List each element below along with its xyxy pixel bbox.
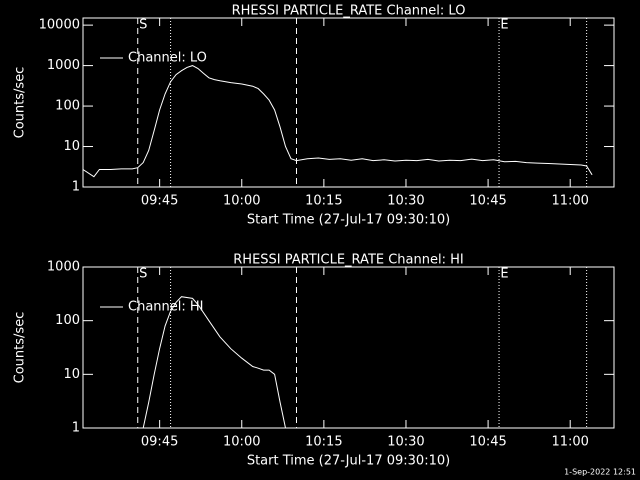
annotation: E [500, 18, 508, 33]
x-tick-label: 10:00 [223, 435, 260, 450]
x-tick-label: 11:00 [551, 435, 588, 450]
y-tick-label: 1 [72, 421, 80, 436]
y-tick-label: 1000 [47, 58, 80, 73]
x-tick-label: 10:00 [223, 194, 260, 209]
legend-label: Channel: LO [128, 51, 207, 66]
y-tick-label: 10 [63, 139, 80, 154]
annotation: E [500, 267, 508, 282]
x-tick-label: 10:45 [469, 435, 506, 450]
chart-title: RHESSI PARTICLE_RATE Channel: HI [233, 253, 463, 268]
annotation: S [139, 18, 147, 33]
annotation: S [139, 267, 147, 282]
x-tick-label: 10:45 [469, 194, 506, 209]
x-tick-label: 09:45 [141, 194, 178, 209]
plot-frame [82, 17, 615, 188]
y-tick-label: 1 [72, 180, 80, 195]
x-tick-label: 11:00 [551, 194, 588, 209]
y-tick-label: 1000 [47, 260, 80, 275]
chart-title: RHESSI PARTICLE_RATE Channel: LO [232, 4, 466, 19]
data-line [142, 296, 286, 429]
y-tick-label: 10000 [39, 18, 80, 33]
y-tick-label: 10 [63, 367, 80, 382]
y-tick-label: 100 [55, 99, 80, 114]
x-tick-label: 10:15 [305, 194, 342, 209]
y-axis-label: Counts/sec [13, 67, 28, 139]
y-axis-label: Counts/sec [13, 312, 28, 384]
y-tick-label: 100 [55, 313, 80, 328]
x-tick-label: 10:15 [305, 435, 342, 450]
x-tick-label: 10:30 [387, 194, 424, 209]
x-axis-label: Start Time (27-Jul-17 09:30:10) [247, 454, 450, 469]
legend-label: Channel: HI [128, 300, 204, 315]
x-tick-label: 09:45 [141, 435, 178, 450]
x-axis-label: Start Time (27-Jul-17 09:30:10) [247, 213, 450, 228]
x-tick-label: 10:30 [387, 435, 424, 450]
data-line [82, 65, 593, 178]
footer: 1-Sep-2022 12:51 [564, 468, 636, 477]
plot-frame [82, 266, 615, 429]
